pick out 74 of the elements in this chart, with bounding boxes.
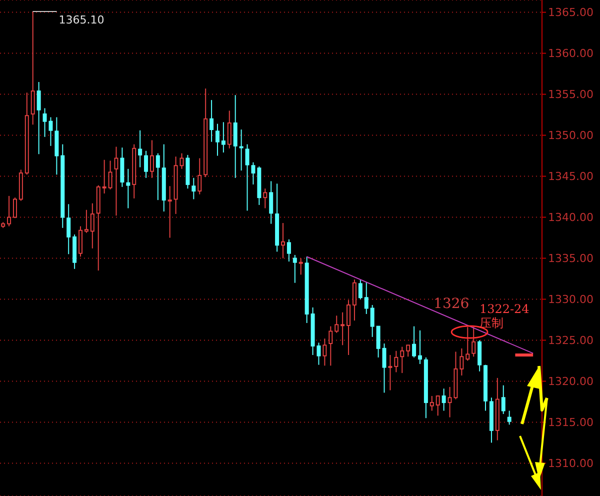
candlestick [376,326,380,358]
candlestick [388,354,392,391]
candlestick [298,258,303,276]
candlestick [370,304,374,338]
candlestick [144,150,148,178]
candlestick [466,326,470,362]
annotation: 1365.10 [58,13,104,26]
candlestick [322,338,327,366]
candlestick [478,340,482,372]
candlestick [352,279,356,322]
candlestick [239,129,244,172]
candlestick [394,350,398,373]
candlestick [472,326,476,358]
y-tick-label: 1310.00 [548,457,594,470]
candlestick [263,188,268,209]
candlestick [210,100,214,142]
candlestick [120,147,124,188]
y-tick-label: 1315.00 [548,416,594,430]
candlestick [78,226,82,258]
y-tick-label: 1360.00 [548,47,594,60]
candlestick [150,140,154,178]
y-tick-label: 1325.00 [548,334,594,348]
candlestick [507,410,512,426]
candlestick [66,204,71,255]
candlestick [233,94,238,178]
candlestick [364,282,368,314]
candlestick [328,326,333,366]
y-tick-label: 1335.00 [548,252,594,266]
candlestick [418,330,422,365]
candlestick [460,348,464,376]
candlestick [36,81,41,155]
y-tick-label: 1365.00 [548,6,594,20]
candlestick [215,123,220,156]
candlestick [180,152,184,170]
y-tick-label: 1330.00 [548,293,594,306]
candlestick [221,122,226,153]
candlestick [292,254,297,284]
candlestick [198,158,202,195]
candlestick [436,395,440,416]
candlestick [286,238,291,262]
candlestick [156,152,160,201]
y-tick-label: 1345.00 [548,170,594,184]
candlestick [501,384,506,415]
candlestick [30,10,35,126]
candlestick [346,300,351,356]
candlestick [430,395,434,412]
candlestick [269,180,274,224]
y-tick-label: 1355.00 [548,88,594,102]
y-tick-label: 1350.00 [548,129,594,142]
annotation: 1322-24压制 [479,302,530,330]
candlestick [7,195,12,227]
candlestick [192,177,196,200]
candlestick [382,343,386,394]
candlestick [406,344,410,358]
candlestick [168,186,172,238]
candlestick [442,388,446,412]
y-tick-label: 1340.00 [548,211,594,224]
annotation: 1326 [434,296,470,312]
candlestick [227,110,232,149]
candlestick [108,160,112,190]
candlestick [412,326,416,358]
candlestick [84,209,88,234]
candlestick [281,222,286,259]
candlestick [126,168,130,209]
y-tick-label: 1320.00 [548,375,594,388]
candlestick [90,202,94,249]
candlestick [340,312,345,346]
candlestick [102,159,106,194]
candlestick [400,346,404,374]
candlestick [358,279,362,300]
candlestick [114,146,118,216]
candlestick [12,197,17,219]
candlestick [138,130,142,168]
candlestick [334,315,339,334]
